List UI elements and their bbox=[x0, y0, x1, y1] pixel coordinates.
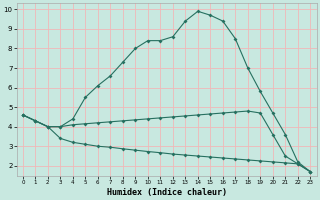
X-axis label: Humidex (Indice chaleur): Humidex (Indice chaleur) bbox=[107, 188, 227, 197]
